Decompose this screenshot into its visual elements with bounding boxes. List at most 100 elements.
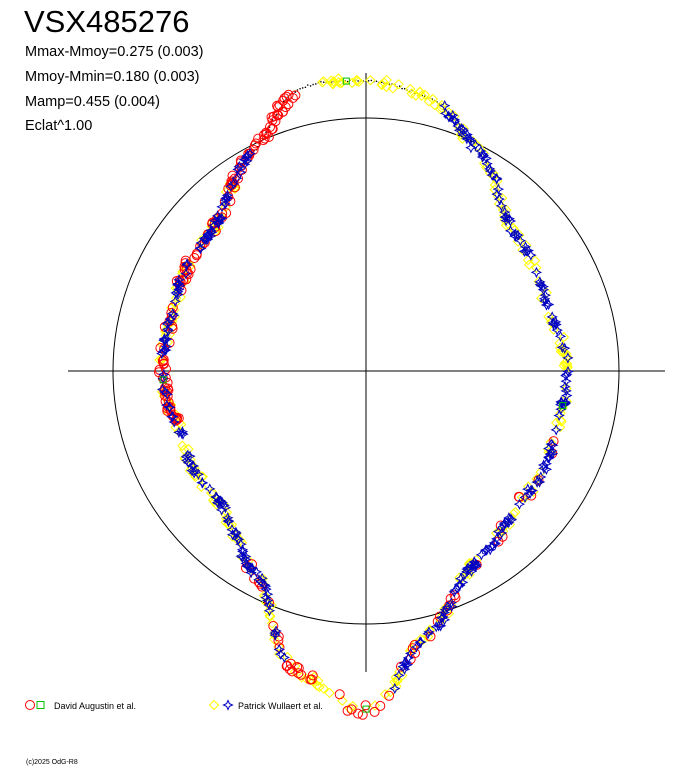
- wullaert-diamond-point: [489, 184, 500, 195]
- wullaert-star-point: [537, 459, 550, 471]
- wullaert-diamond-point: [531, 262, 542, 273]
- wullaert-diamond-point: [436, 99, 448, 111]
- wullaert-diamond-point: [351, 74, 363, 86]
- augustin-circle-point: [171, 412, 182, 423]
- wullaert-star-point: [446, 600, 458, 612]
- augustin-circle-point: [160, 390, 171, 401]
- augustin-circle-point: [273, 102, 284, 113]
- augustin-circle-point: [259, 129, 269, 140]
- wullaert-diamond-point: [235, 535, 246, 546]
- wullaert-star-point: [216, 504, 228, 516]
- wullaert-star-point: [236, 551, 249, 563]
- legend-label-augustin: David Augustin et al.: [54, 701, 137, 711]
- wullaert-star-point: [410, 641, 423, 653]
- wullaert-star-point: [533, 476, 546, 488]
- legend-blue-star: [222, 699, 234, 711]
- curve-dot: [309, 85, 312, 87]
- wullaert-star-point: [462, 562, 474, 574]
- wullaert-diamond-point: [369, 700, 381, 711]
- augustin-circle-point: [384, 690, 395, 701]
- wullaert-star-point: [469, 139, 482, 151]
- augustin-circle-point: [449, 590, 460, 601]
- wullaert-diamond-point: [190, 471, 201, 483]
- wullaert-star-point: [470, 560, 482, 573]
- wullaert-star-point: [162, 316, 175, 328]
- wullaert-diamond-point: [555, 414, 567, 426]
- wullaert-star-point: [239, 553, 252, 565]
- wullaert-star-point: [161, 323, 174, 336]
- wullaert-star-point: [448, 113, 460, 126]
- wullaert-star-point: [158, 334, 170, 347]
- legend-red-circle: [25, 700, 35, 710]
- wullaert-star-point: [433, 620, 445, 632]
- wullaert-star-point: [562, 365, 574, 378]
- wullaert-diamond-point: [196, 481, 207, 493]
- wullaert-star-point: [461, 133, 473, 145]
- augustin-circle-point: [353, 708, 363, 719]
- wullaert-diamond-point: [381, 81, 392, 93]
- curve-dot: [268, 126, 271, 128]
- wullaert-star-point: [551, 324, 563, 336]
- wullaert-star-point: [538, 293, 551, 305]
- wullaert-star-point: [231, 172, 243, 184]
- wullaert-star-point: [231, 532, 243, 544]
- wullaert-star-point: [196, 476, 208, 489]
- legend-label-wullaert: Patrick Wullaert et al.: [238, 701, 323, 711]
- wullaert-star-point: [439, 604, 452, 616]
- wullaert-star-point: [182, 449, 194, 462]
- wullaert-star-point: [261, 594, 274, 607]
- wullaert-star-point: [163, 401, 176, 414]
- wullaert-star-point: [531, 476, 543, 488]
- wullaert-star-point: [237, 545, 249, 558]
- augustin-square-point: [362, 705, 370, 713]
- wullaert-diamond-point: [327, 78, 338, 89]
- wullaert-star-point: [518, 245, 530, 258]
- wullaert-diamond-point: [554, 421, 566, 433]
- curve-dot: [398, 85, 401, 87]
- wullaert-star-point: [481, 157, 493, 170]
- wullaert-star-point: [180, 268, 192, 280]
- legend-markers: [25, 699, 234, 711]
- curve-dot: [294, 91, 297, 93]
- curve-dot: [312, 83, 314, 86]
- wullaert-star-point: [561, 389, 573, 402]
- wullaert-star-point: [204, 483, 216, 495]
- wullaert-star-point: [525, 484, 537, 496]
- augustin-circle-point: [342, 705, 353, 716]
- wullaert-diamond-point: [422, 631, 434, 642]
- curve-dot: [375, 80, 378, 83]
- stat-mmoy-mmin: Mmoy-Mmin=0.180 (0.003): [25, 69, 200, 85]
- wullaert-star-point: [503, 516, 515, 529]
- wullaert-star-point: [499, 211, 511, 223]
- wullaert-star-point: [513, 498, 526, 510]
- wullaert-star-point: [496, 527, 508, 539]
- wullaert-star-point: [260, 583, 272, 595]
- wullaert-star-point: [158, 333, 170, 345]
- wullaert-star-point: [168, 416, 180, 428]
- wullaert-star-point: [195, 242, 207, 255]
- wullaert-diamond-point: [397, 670, 408, 681]
- wullaert-diamond-point: [391, 676, 403, 687]
- wullaert-star-point: [495, 200, 508, 212]
- wullaert-diamond-point: [558, 331, 570, 343]
- wullaert-star-point: [213, 498, 225, 510]
- augustin-circle-point: [334, 689, 345, 700]
- wullaert-diamond-point: [556, 416, 567, 427]
- wullaert-star-point: [540, 463, 553, 475]
- wullaert-star-point: [255, 576, 267, 588]
- wullaert-diamond-point: [178, 444, 190, 455]
- stat-amplitude: Mamp=0.455 (0.004): [25, 94, 161, 110]
- augustin-circle-point: [281, 661, 292, 672]
- wullaert-star-point: [530, 266, 543, 279]
- wullaert-star-point: [545, 438, 557, 450]
- augustin-circle-point: [273, 110, 284, 121]
- legend-yellow-diamond: [208, 699, 220, 711]
- wullaert-star-point: [486, 169, 498, 181]
- wullaert-star-point: [167, 410, 179, 423]
- wullaert-star-point: [457, 124, 469, 136]
- wullaert-diamond-point: [560, 348, 572, 359]
- wullaert-star-point: [389, 682, 401, 695]
- wullaert-star-point: [158, 368, 170, 381]
- wullaert-star-point: [555, 396, 567, 408]
